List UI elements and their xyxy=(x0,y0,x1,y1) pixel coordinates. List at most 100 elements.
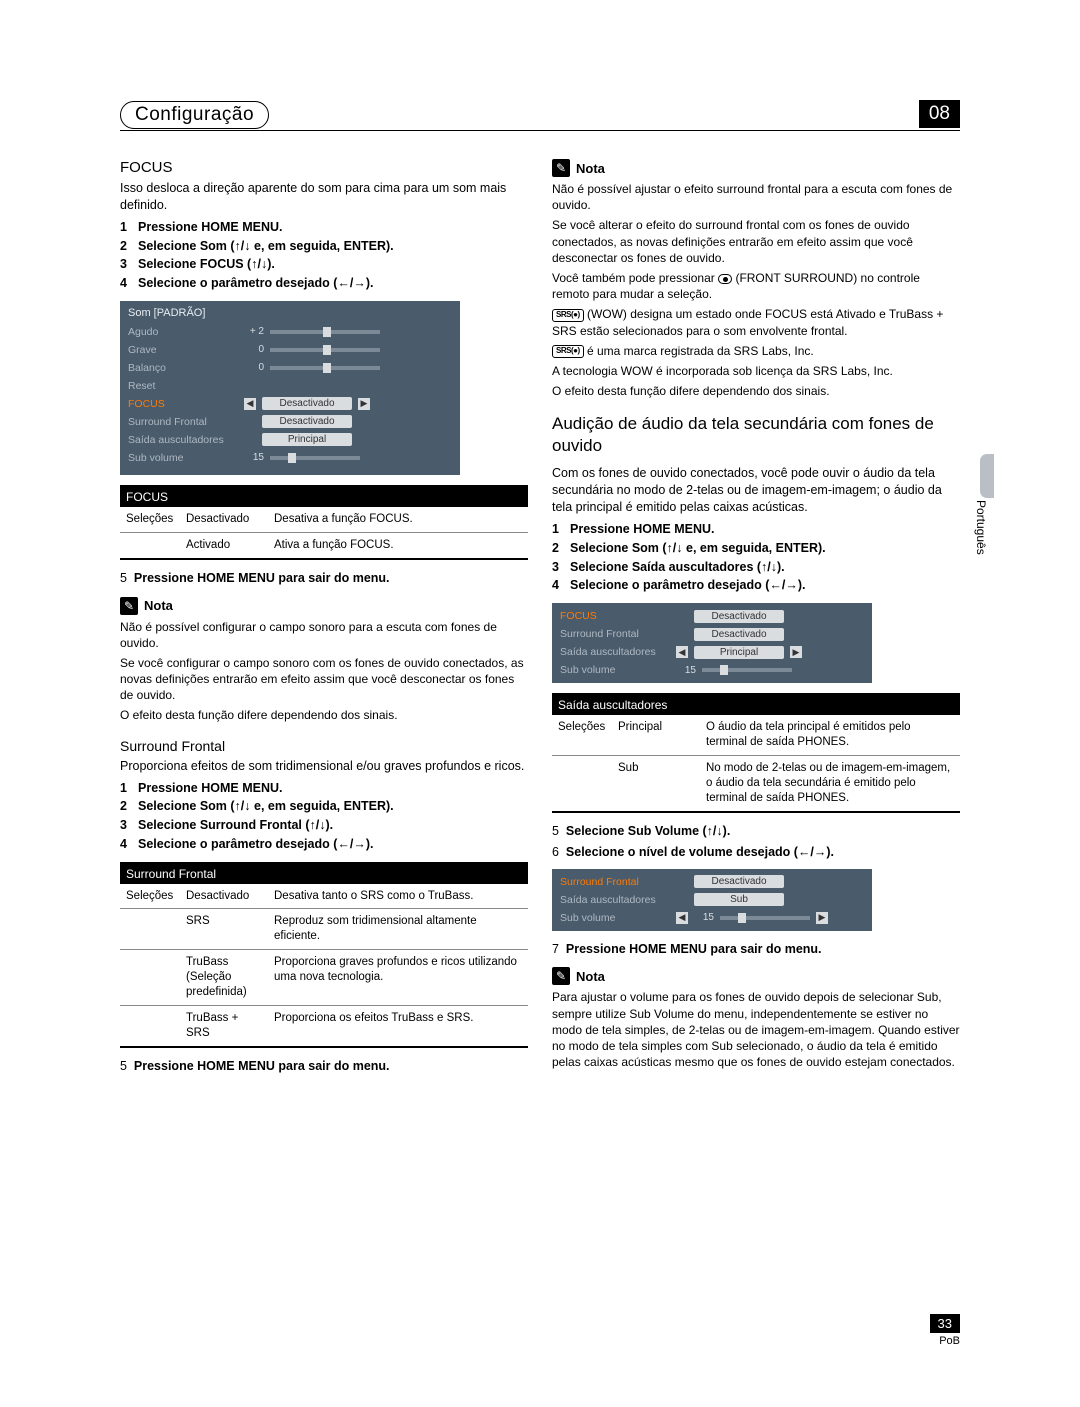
osd-row: Surround FrontalDesactivado xyxy=(128,413,452,431)
focus-heading: FOCUS xyxy=(120,159,528,176)
table-cell: Activado xyxy=(180,532,268,558)
osd-subvolume-menu: Surround FrontalDesactivadoSaída auscult… xyxy=(552,869,872,931)
osd-label: Grave xyxy=(128,344,238,356)
osd-headphones-menu: FOCUSDesactivadoSurround FrontalDesactiv… xyxy=(552,603,872,683)
page-number: 33 xyxy=(930,1314,960,1333)
left-column: FOCUS Isso desloca a direção aparente do… xyxy=(120,149,528,1079)
table-row: ActivadoAtiva a função FOCUS. xyxy=(120,532,528,558)
table-cell: SRS xyxy=(180,909,268,950)
table-cell xyxy=(120,1006,180,1047)
osd-label: Saída auscultadores xyxy=(560,646,670,658)
step: Selecione o parâmetro desejado (←/→). xyxy=(120,835,528,854)
note-para: A tecnologia WOW é incorporada sob licen… xyxy=(552,363,960,379)
table-cell xyxy=(120,909,180,950)
audicao-heading: Audição de áudio da tela secundária com … xyxy=(552,413,960,457)
note-para: SRS(●) (WOW) designa um estado onde FOCU… xyxy=(552,306,960,338)
osd-row: Grave0 xyxy=(128,341,452,359)
osd-row: Agudo+ 2 xyxy=(128,323,452,341)
step: Selecione Som (↑/↓ e, em seguida, ENTER)… xyxy=(120,237,528,256)
osd-label: Reset xyxy=(128,380,238,392)
table-cell: Seleções xyxy=(552,715,612,755)
table-cell: Desativa a função FOCUS. xyxy=(268,507,528,532)
osd-label: Balanço xyxy=(128,362,238,374)
table-row: SeleçõesDesactivadoDesativa tanto o SRS … xyxy=(120,884,528,909)
osd-label: Surround Frontal xyxy=(128,416,238,428)
table-cell: Ativa a função FOCUS. xyxy=(268,532,528,558)
table-cell xyxy=(120,950,180,1006)
chapter-title: Configuração xyxy=(120,101,269,129)
table-row: SubNo modo de 2-telas ou de imagem-em-im… xyxy=(552,755,960,811)
surround-heading: Surround Frontal xyxy=(120,738,528,754)
osd-label: Surround Frontal xyxy=(560,876,670,888)
audicao-steps: Pressione HOME MENU. Selecione Som (↑/↓ … xyxy=(552,520,960,595)
table-cell: Seleções xyxy=(120,884,180,909)
osd-row: Surround FrontalDesactivado xyxy=(560,873,864,891)
table-row: SRSReproduz som tridimensional altamente… xyxy=(120,909,528,950)
osd-row: Saída auscultadoresPrincipal xyxy=(128,431,452,449)
note-para: SRS(●) é uma marca registrada da SRS Lab… xyxy=(552,343,960,359)
audicao-intro: Com os fones de ouvido conectados, você … xyxy=(552,465,960,516)
osd-title: Som [PADRÃO] xyxy=(128,307,452,319)
osd-label: Sub volume xyxy=(560,912,670,924)
osd-row: Sub volume15 xyxy=(560,661,864,679)
chapter-number: 08 xyxy=(919,100,960,128)
osd-row: Reset xyxy=(128,377,452,395)
note-para: Você também pode pressionar (FRONT SURRO… xyxy=(552,270,960,302)
table-cell: Proporciona os efeitos TruBass e SRS. xyxy=(268,1006,528,1047)
table-cell: Desactivado xyxy=(180,507,268,532)
table-cell: Desativa tanto o SRS como o TruBass. xyxy=(268,884,528,909)
osd-row: Balanço0 xyxy=(128,359,452,377)
note-heading: ✎ Nota xyxy=(552,967,960,985)
page-footer: 33 PoB xyxy=(930,1314,960,1347)
surround-intro: Proporciona efeitos de som tridimensiona… xyxy=(120,758,528,775)
side-tab xyxy=(980,454,994,498)
note-icon: ✎ xyxy=(552,159,570,177)
osd-label: Saída auscultadores xyxy=(560,894,670,906)
osd-row: FOCUSDesactivado xyxy=(560,607,864,625)
osd-row: Sub volume15 xyxy=(128,449,452,467)
language-label: Português xyxy=(974,500,988,555)
note-body: Não é possível ajustar o efeito surround… xyxy=(552,181,960,399)
note-para: Se você configurar o campo sonoro com os… xyxy=(120,655,528,704)
surround-step5: 5 Pressione HOME MENU para sair do menu. xyxy=(120,1058,528,1075)
table-cell: Proporciona graves profundos e ricos uti… xyxy=(268,950,528,1006)
note-para: Não é possível ajustar o efeito surround… xyxy=(552,181,960,213)
note-body: Não é possível configurar o campo sonoro… xyxy=(120,619,528,724)
step: Pressione HOME MENU. xyxy=(552,520,960,539)
step: Selecione o parâmetro desejado (←/→). xyxy=(552,576,960,595)
note-para: Não é possível configurar o campo sonoro… xyxy=(120,619,528,651)
table-cell: Desactivado xyxy=(180,884,268,909)
osd-label: Saída auscultadores xyxy=(128,434,238,446)
note-para: O efeito desta função difere dependendo … xyxy=(552,383,960,399)
page-code: PoB xyxy=(930,1335,960,1347)
note-body: Para ajustar o volume para os fones de o… xyxy=(552,989,960,1070)
osd-row: Surround FrontalDesactivado xyxy=(560,625,864,643)
note-para: Se você alterar o efeito do surround fro… xyxy=(552,217,960,266)
table-row: SeleçõesDesactivadoDesativa a função FOC… xyxy=(120,507,528,532)
focus-intro: Isso desloca a direção aparente do som p… xyxy=(120,180,528,214)
osd-row: Saída auscultadores◀Principal▶ xyxy=(560,643,864,661)
step: Pressione HOME MENU. xyxy=(120,218,528,237)
right-column: ✎ Nota Não é possível ajustar o efeito s… xyxy=(552,149,960,1079)
osd-label: FOCUS xyxy=(560,610,670,622)
table-cell: Seleções xyxy=(120,507,180,532)
step: Pressione HOME MENU. xyxy=(120,779,528,798)
table-cell xyxy=(552,755,612,811)
table-row: TruBass (Seleção predefinida)Proporciona… xyxy=(120,950,528,1006)
osd-label: Sub volume xyxy=(560,664,670,676)
osd-row: Saída auscultadoresSub xyxy=(560,891,864,909)
srs-badge-icon: SRS(●) xyxy=(552,309,584,322)
osd-label: Agudo xyxy=(128,326,238,338)
table-cell: O áudio da tela principal é emitidos pel… xyxy=(700,715,960,755)
srs-badge-icon: SRS(●) xyxy=(552,345,584,358)
note-heading: ✎ Nota xyxy=(120,597,528,615)
note-icon: ✎ xyxy=(552,967,570,985)
table-cell: TruBass (Seleção predefinida) xyxy=(180,950,268,1006)
note-icon: ✎ xyxy=(120,597,138,615)
table-cell: Principal xyxy=(612,715,700,755)
step: Selecione o parâmetro desejado (←/→). xyxy=(120,274,528,293)
osd-sound-menu: Som [PADRÃO] Agudo+ 2Grave0Balanço0 Reset F… xyxy=(120,301,460,475)
osd-label: FOCUS xyxy=(128,398,238,410)
table-cell: No modo de 2-telas ou de imagem-em-image… xyxy=(700,755,960,811)
headphones-table: Saída auscultadores SeleçõesPrincipalO á… xyxy=(552,693,960,813)
